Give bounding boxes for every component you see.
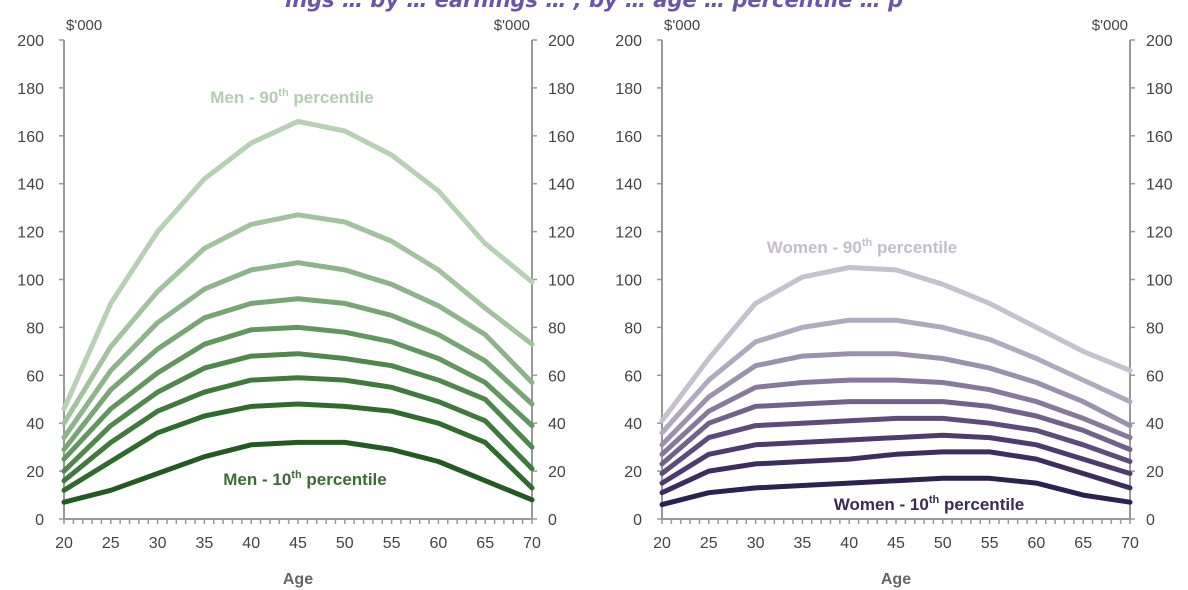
- y-tick-label-left: 140: [17, 177, 44, 194]
- y-tick-label-left: 40: [26, 416, 44, 433]
- y-tick-label-left: 20: [624, 464, 642, 481]
- series-line-1: [61, 118, 535, 412]
- y-tick-label-left: 160: [615, 129, 642, 146]
- y-tick-label-left: 100: [615, 273, 642, 290]
- unit-label-right: $'000: [494, 17, 530, 34]
- y-tick-label-left: 80: [26, 320, 44, 337]
- series-line-3: [659, 351, 1133, 448]
- annotation-10th-percentile: Men - 10th percentile: [223, 469, 386, 489]
- y-tick-label-right: 140: [548, 177, 575, 194]
- y-tick-label-right: 200: [548, 33, 575, 50]
- y-tick-label-left: 0: [35, 512, 44, 529]
- y-tick-label-right: 180: [548, 81, 575, 98]
- y-tick-label-right: 20: [548, 464, 566, 481]
- y-tick-label-right: 20: [1146, 464, 1164, 481]
- y-tick-label-left: 60: [26, 368, 44, 385]
- series-line-8: [659, 449, 1133, 496]
- x-axis-title: Age: [881, 571, 911, 588]
- x-tick-label: 50: [336, 535, 354, 552]
- y-tick-label-right: 120: [548, 225, 575, 242]
- x-tick-label: 60: [430, 535, 448, 552]
- series-line-2: [61, 212, 535, 426]
- chart-title: ings … by … earnings … , by … age … perc…: [285, 0, 903, 12]
- series-line-6: [659, 415, 1133, 476]
- y-tick-label-right: 160: [1146, 129, 1173, 146]
- series-line-1: [659, 265, 1133, 424]
- series-line-2: [659, 317, 1133, 436]
- y-tick-label-right: 100: [1146, 273, 1173, 290]
- annotation-10th-percentile: Women - 10th percentile: [834, 494, 1025, 514]
- x-tick-label: 30: [149, 535, 167, 552]
- series-line-7: [61, 375, 535, 484]
- y-tick-label-right: 80: [1146, 320, 1164, 337]
- x-tick-label: 70: [523, 535, 541, 552]
- series-line-5: [659, 399, 1133, 467]
- y-tick-label-right: 200: [1146, 33, 1173, 50]
- women-earnings-chart: 0 0 20 20 40 40 60 60 80 80 100 100 120 120 140 140 160 1…: [615, 17, 1173, 588]
- x-tick-label: 60: [1028, 535, 1046, 552]
- y-tick-label-right: 140: [1146, 177, 1173, 194]
- y-tick-label-left: 160: [17, 129, 44, 146]
- y-tick-label-left: 100: [17, 273, 44, 290]
- y-tick-label-left: 120: [615, 225, 642, 242]
- x-tick-label: 35: [794, 535, 812, 552]
- x-tick-label: 45: [887, 535, 905, 552]
- series-line-9: [659, 475, 1133, 508]
- y-tick-label-left: 40: [624, 416, 642, 433]
- x-tick-label: 40: [840, 535, 858, 552]
- y-tick-label-left: 120: [17, 225, 44, 242]
- x-tick-label: 25: [700, 535, 718, 552]
- x-tick-label: 20: [55, 535, 73, 552]
- y-tick-label-left: 180: [17, 81, 44, 98]
- x-tick-label: 45: [289, 535, 307, 552]
- y-tick-label-right: 120: [1146, 225, 1173, 242]
- y-tick-label-left: 200: [615, 33, 642, 50]
- y-tick-label-right: 60: [1146, 368, 1164, 385]
- y-tick-label-right: 0: [548, 512, 557, 529]
- y-tick-label-left: 140: [615, 177, 642, 194]
- y-tick-label-right: 160: [548, 129, 575, 146]
- unit-label-left: $'000: [664, 17, 700, 34]
- annotation-90th-percentile: Women - 90th percentile: [767, 237, 958, 257]
- x-tick-label: 55: [383, 535, 401, 552]
- y-tick-label-right: 40: [548, 416, 566, 433]
- series-line-6: [61, 351, 535, 474]
- y-tick-label-right: 80: [548, 320, 566, 337]
- series-line-3: [61, 260, 535, 441]
- series-line-8: [61, 401, 535, 493]
- men-earnings-chart: 0 0 20 20 40 40 60 60 80 80 100 100 120 120 140 140 160 1…: [17, 17, 575, 588]
- x-tick-label: 55: [981, 535, 999, 552]
- x-tick-label: 50: [934, 535, 952, 552]
- x-tick-label: 40: [242, 535, 260, 552]
- y-tick-label-right: 180: [1146, 81, 1173, 98]
- x-tick-label: 70: [1121, 535, 1139, 552]
- y-tick-label-right: 40: [1146, 416, 1164, 433]
- y-tick-label-right: 100: [548, 273, 575, 290]
- series-line-7: [659, 432, 1133, 486]
- y-tick-label-left: 200: [17, 33, 44, 50]
- x-tick-label: 30: [747, 535, 765, 552]
- x-tick-label: 65: [1074, 535, 1092, 552]
- x-axis-title: Age: [283, 571, 313, 588]
- y-tick-label-left: 0: [633, 512, 642, 529]
- y-tick-label-left: 20: [26, 464, 44, 481]
- x-tick-label: 65: [476, 535, 494, 552]
- series-line-4: [659, 377, 1133, 457]
- series-line-5: [61, 324, 535, 462]
- y-tick-label-left: 60: [624, 368, 642, 385]
- x-tick-label: 20: [653, 535, 671, 552]
- y-tick-label-left: 80: [624, 320, 642, 337]
- x-tick-label: 25: [102, 535, 120, 552]
- x-tick-label: 35: [196, 535, 214, 552]
- unit-label-left: $'000: [66, 17, 102, 34]
- series-line-4: [61, 296, 535, 452]
- unit-label-right: $'000: [1092, 17, 1128, 34]
- y-tick-label-right: 0: [1146, 512, 1155, 529]
- y-tick-label-left: 180: [615, 81, 642, 98]
- annotation-90th-percentile: Men - 90th percentile: [210, 87, 373, 107]
- y-tick-label-right: 60: [548, 368, 566, 385]
- series-line-9: [61, 439, 535, 505]
